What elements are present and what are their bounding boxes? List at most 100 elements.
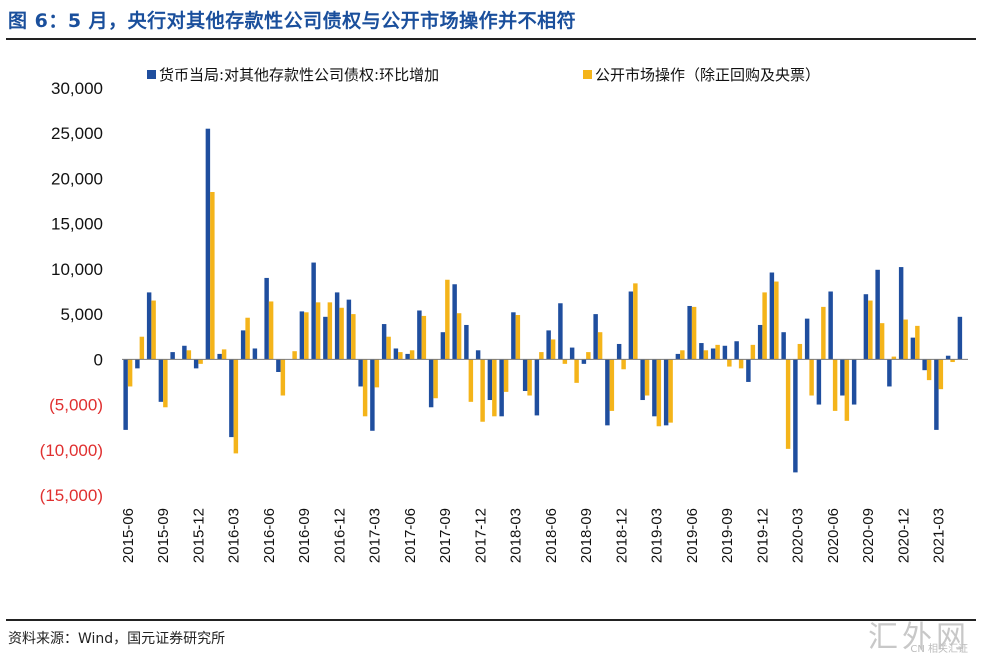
bar-open-market-ops [304,312,309,360]
bar-central-bank-claims [464,324,469,360]
bar-open-market-ops [515,315,521,360]
x-tick-label: 2017-12 [472,508,489,563]
y-tick-label: 5,000 [60,305,103,324]
bar-central-bank-claims [511,312,516,360]
bar-central-bank-claims [605,359,610,426]
bar-open-market-ops [456,313,462,360]
x-tick-label: 2020-06 [825,508,842,563]
bar-open-market-ops [727,359,732,367]
bar-central-bank-claims [699,343,704,360]
bar-open-market-ops [374,359,380,388]
bar-open-market-ops [809,359,814,396]
bar-central-bank-claims [123,359,128,430]
bar-open-market-ops [127,359,133,387]
bar-central-bank-claims [746,359,751,382]
x-tick-label: 2017-06 [402,508,419,563]
bar-central-bank-claims [334,292,340,360]
bar-open-market-ops [186,350,192,360]
bar-central-bank-claims [757,324,763,360]
bar-central-bank-claims [499,359,504,417]
bar-open-market-ops [151,300,156,360]
x-axis: 2015-06 2015-09 2015-12 2016-03 2016-06 2016-… [120,508,948,563]
bar-open-market-ops [644,359,650,396]
bar-open-market-ops [398,352,403,360]
bar-central-bank-claims [687,305,692,360]
bar-open-market-ops [163,359,168,408]
bar-open-market-ops [950,359,955,363]
bar-open-market-ops [221,349,227,360]
bar-chart: 货币当局:对其他存款性公司债权:环比增加 公开市场操作（除正回购及央票） 30,… [40,66,968,563]
x-tick-label: 2017-09 [437,508,454,563]
bar-open-market-ops [915,325,920,360]
bar-central-bank-claims [182,345,187,360]
bar-central-bank-claims [816,359,822,405]
x-tick-label: 2019-09 [719,508,736,563]
x-tick-label: 2016-03 [226,508,243,563]
bar-central-bank-claims [487,359,493,401]
bar-open-market-ops [327,302,333,360]
bar-open-market-ops [668,359,673,423]
bar-open-market-ops [891,356,897,360]
bar-central-bank-claims [628,291,634,360]
bar-open-market-ops [315,302,321,360]
bar-open-market-ops [362,359,368,417]
bar-open-market-ops [492,359,497,417]
bar-central-bank-claims [358,359,363,387]
bar-central-bank-claims [863,294,869,360]
bar-central-bank-claims [722,345,728,360]
bar-open-market-ops [574,359,579,383]
x-tick-label: 2019-03 [649,508,666,563]
bar-central-bank-claims [323,316,328,360]
x-tick-label: 2018-12 [613,508,630,563]
bar-central-bank-claims [558,303,563,360]
bar-central-bank-claims [452,284,457,360]
bar-central-bank-claims [440,332,446,360]
bar-series [123,128,963,473]
bar-open-market-ops [433,359,438,399]
bar-central-bank-claims [734,341,739,360]
bar-open-market-ops [339,307,344,360]
bar-central-bank-claims [828,291,833,360]
bar-central-bank-claims [346,299,352,360]
x-tick-label: 2019-12 [754,508,771,563]
bar-open-market-ops [938,359,944,390]
page-title: 图 6：5 月，央行对其他存款性公司债权与公开市场操作并不相符 [8,10,577,32]
bar-central-bank-claims [240,330,246,360]
x-tick-label: 2015-12 [190,508,207,563]
legend-swatch-series2 [583,70,592,79]
bar-central-bank-claims [205,128,211,360]
bar-central-bank-claims [840,359,845,396]
bar-open-market-ops [245,317,250,360]
bar-central-bank-claims [276,359,281,372]
legend-label-series2: 公开市场操作（除正回购及央票） [595,66,820,84]
bar-open-market-ops [539,352,544,360]
x-tick-label: 2020-03 [790,508,807,563]
bar-open-market-ops [703,350,709,360]
x-tick-label: 2016-09 [296,508,313,563]
bar-central-bank-claims [769,272,775,360]
bar-open-market-ops [926,359,932,381]
bar-central-bank-claims [299,311,305,360]
bar-central-bank-claims [475,350,481,360]
y-tick-label: (10,000) [40,441,103,460]
bar-open-market-ops [503,359,509,392]
bar-open-market-ops [774,281,779,360]
bar-central-bank-claims [569,347,575,360]
x-tick-label: 2017-03 [367,508,384,563]
bar-central-bank-claims [640,359,645,401]
bar-central-bank-claims [616,343,622,360]
y-tick-label: 30,000 [51,79,103,98]
x-tick-label: 2020-09 [860,508,877,563]
bar-central-bank-claims [534,359,540,416]
bar-central-bank-claims [193,359,199,369]
bar-central-bank-claims [264,277,269,360]
bar-central-bank-claims [158,359,164,402]
bar-central-bank-claims [663,359,669,426]
bar-open-market-ops [633,283,638,360]
y-tick-label: 20,000 [51,169,103,188]
bar-central-bank-claims [581,359,587,364]
bar-open-market-ops [468,359,474,402]
bar-central-bank-claims [945,355,951,360]
bar-open-market-ops [421,315,427,360]
bar-central-bank-claims [804,318,810,360]
